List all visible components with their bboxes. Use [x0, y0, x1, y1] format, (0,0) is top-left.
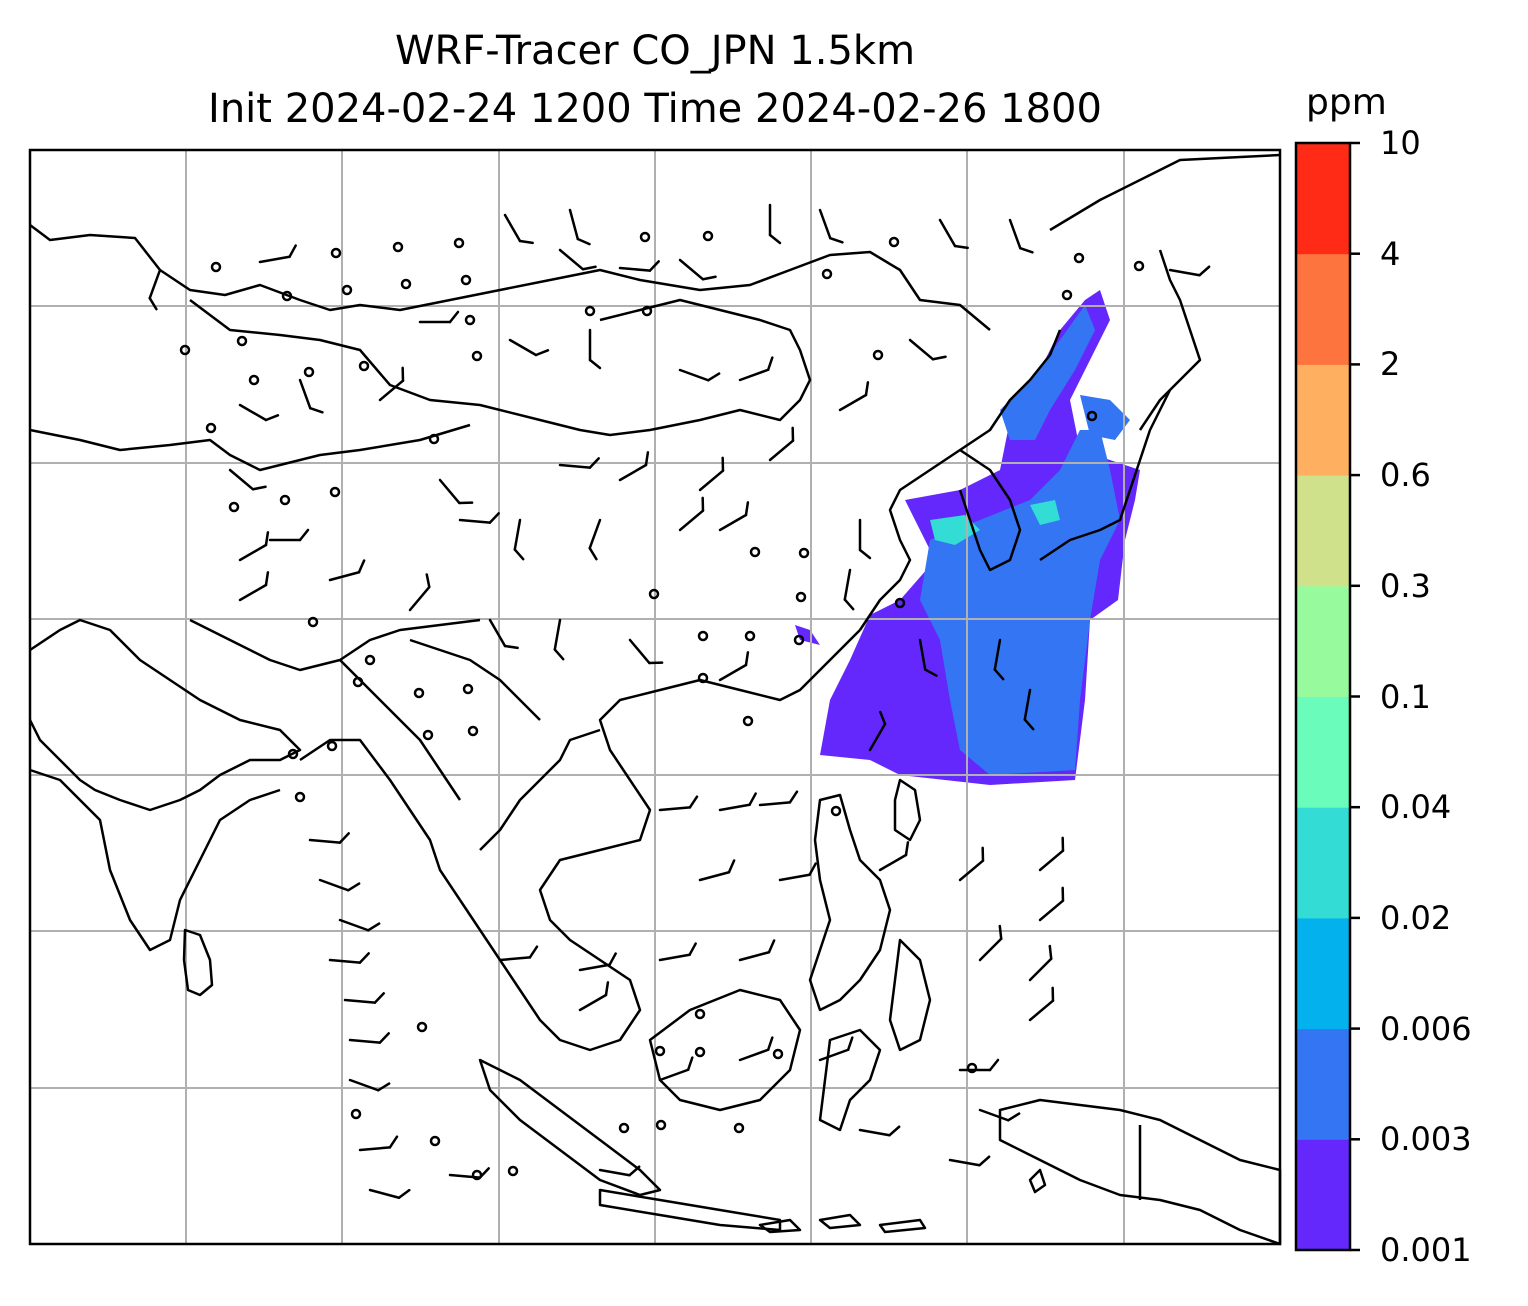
colorbar: [1294, 141, 1360, 1252]
colorbar-tick-label: 0.003: [1380, 1120, 1472, 1159]
colorbar-band: [1296, 143, 1350, 255]
colorbar-band: [1296, 917, 1350, 1030]
colorbar-band: [1296, 1139, 1350, 1251]
colorbar-tick-label: 0.001: [1380, 1231, 1472, 1269]
colorbar-tick-label: 0.6: [1380, 456, 1431, 495]
map-title: WRF-Tracer CO_JPN 1.5km: [394, 28, 916, 74]
map-subtitle: Init 2024-02-24 1200 Time 2024-02-26 180…: [208, 86, 1102, 132]
colorbar-tick-label: 0.02: [1380, 898, 1452, 937]
colorbar-band: [1296, 253, 1350, 365]
colorbar-tick-label: 4: [1380, 234, 1401, 273]
colorbar-tick-label: 10: [1380, 124, 1421, 162]
colorbar-band: [1296, 585, 1350, 697]
colorbar-band: [1296, 475, 1350, 587]
colorbar-band: [1296, 1028, 1350, 1140]
colorbar-tick-label: 0.04: [1380, 788, 1452, 827]
colorbar-unit: ppm: [1306, 82, 1387, 123]
colorbar-tick-label: 0.3: [1380, 566, 1431, 605]
colorbar-band: [1296, 807, 1350, 919]
map-frame: [28, 148, 1282, 1246]
colorbar-tick-label: 0.1: [1380, 677, 1431, 716]
colorbar-band: [1296, 364, 1350, 476]
coastlines: [28, 153, 1282, 1246]
colorbar-band: [1296, 696, 1350, 808]
co-plume: [795, 290, 1140, 785]
colorbar-tick-label: 2: [1380, 345, 1401, 384]
colorbar-tick-label: 0.006: [1380, 1009, 1472, 1048]
calm-markers: [179, 230, 1145, 1181]
wind-barbs: [148, 203, 1211, 1200]
